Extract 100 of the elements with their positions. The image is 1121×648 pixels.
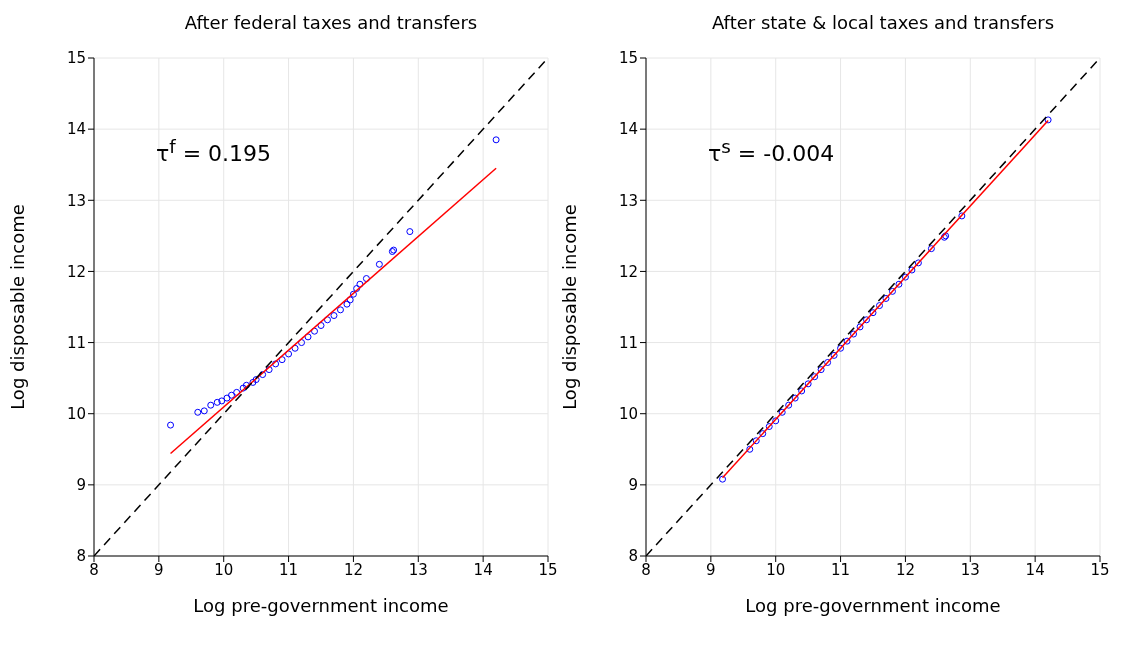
point xyxy=(765,423,773,431)
point xyxy=(213,398,221,406)
x-tick-label: 14 xyxy=(473,560,493,579)
point xyxy=(265,366,273,374)
point xyxy=(759,430,767,438)
x-tick-label: 10 xyxy=(214,560,234,579)
point xyxy=(285,350,293,358)
point xyxy=(914,259,922,267)
point xyxy=(200,407,208,415)
point xyxy=(362,275,370,283)
point xyxy=(304,333,312,341)
point xyxy=(356,280,364,288)
point xyxy=(830,351,838,359)
y-tick-label: 12 xyxy=(66,262,86,281)
y-tick-label: 13 xyxy=(66,191,86,210)
point xyxy=(927,245,935,253)
annotation: τ$^{f}$ = 0.195 xyxy=(156,136,272,167)
y-axis-title: Log disposable income xyxy=(7,204,29,410)
point xyxy=(317,322,325,329)
point xyxy=(843,337,851,345)
x-tick-label: 13 xyxy=(960,560,980,579)
point xyxy=(958,212,966,220)
point xyxy=(824,358,832,366)
y-tick-label: 11 xyxy=(66,333,86,352)
x-tick-label: 10 xyxy=(766,560,786,579)
point xyxy=(218,397,226,405)
point xyxy=(272,360,280,368)
point xyxy=(249,378,257,386)
point xyxy=(778,408,786,416)
y-tick-label: 14 xyxy=(66,120,86,139)
point xyxy=(772,417,780,425)
y-axis-title: Log disposable income xyxy=(559,204,581,410)
annotation: τ$^{s}$ = -0.004 xyxy=(708,136,835,167)
point xyxy=(901,273,909,281)
point xyxy=(785,401,793,409)
y-tick-label: 11 xyxy=(618,333,638,352)
point xyxy=(346,296,354,304)
point xyxy=(311,327,319,335)
point xyxy=(291,344,299,352)
point xyxy=(323,316,331,324)
point xyxy=(804,380,812,388)
point xyxy=(336,306,344,314)
x-tick-label: 14 xyxy=(1025,560,1045,579)
point xyxy=(492,136,500,144)
point xyxy=(233,388,241,396)
y-tick-label: 12 xyxy=(618,262,638,281)
point xyxy=(252,376,260,384)
point xyxy=(882,294,890,302)
point xyxy=(856,323,864,331)
chart-title: After federal taxes and transfers xyxy=(183,12,479,33)
x-tick-label: 11 xyxy=(279,560,299,579)
point xyxy=(875,302,883,310)
x-tick-label: 12 xyxy=(895,560,915,579)
point xyxy=(888,287,896,295)
point xyxy=(869,309,877,317)
x-tick-label: 15 xyxy=(1090,560,1110,579)
point xyxy=(837,344,845,352)
chart-title: After state & local taxes and transfers xyxy=(710,12,1056,33)
point xyxy=(791,394,799,402)
point xyxy=(863,316,871,324)
y-tick-label: 15 xyxy=(618,49,638,68)
x-tick-label: 9 xyxy=(154,560,164,579)
y-tick-label: 10 xyxy=(618,405,638,424)
point xyxy=(349,290,357,298)
point xyxy=(746,445,754,453)
point xyxy=(406,228,414,236)
x-axis-title: Log pre-government income xyxy=(745,595,1001,616)
point xyxy=(259,371,267,379)
point xyxy=(908,266,916,274)
point xyxy=(207,401,215,409)
x-tick-label: 15 xyxy=(538,560,558,579)
point xyxy=(375,260,383,268)
point xyxy=(719,475,727,483)
y-tick-label: 15 xyxy=(66,49,86,68)
point xyxy=(798,387,806,395)
point xyxy=(278,356,286,364)
point xyxy=(223,394,231,402)
x-tick-label: 12 xyxy=(343,560,363,579)
y-tick-label: 8 xyxy=(628,547,638,566)
y-tick-label: 9 xyxy=(76,476,86,495)
point xyxy=(228,391,235,399)
point xyxy=(298,339,306,347)
point xyxy=(343,300,351,308)
y-tick-label: 14 xyxy=(618,120,638,139)
x-tick-label: 8 xyxy=(89,560,99,579)
point xyxy=(850,330,858,338)
point xyxy=(1044,116,1052,124)
x-axis-title: Log pre-government income xyxy=(193,595,449,616)
y-tick-label: 8 xyxy=(76,547,86,566)
y-tick-label: 9 xyxy=(628,476,638,495)
y-tick-label: 10 xyxy=(66,405,86,424)
point xyxy=(895,280,903,288)
point xyxy=(353,285,361,292)
point xyxy=(194,408,202,416)
x-tick-label: 8 xyxy=(641,560,651,579)
x-tick-label: 11 xyxy=(831,560,851,579)
y-tick-label: 13 xyxy=(618,191,638,210)
x-tick-label: 9 xyxy=(706,560,716,579)
point xyxy=(811,373,819,381)
x-tick-label: 13 xyxy=(408,560,428,579)
